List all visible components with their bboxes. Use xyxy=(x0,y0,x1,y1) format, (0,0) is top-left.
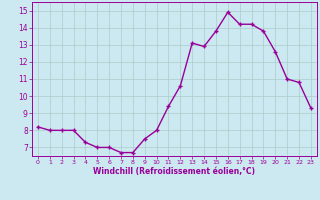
X-axis label: Windchill (Refroidissement éolien,°C): Windchill (Refroidissement éolien,°C) xyxy=(93,167,255,176)
